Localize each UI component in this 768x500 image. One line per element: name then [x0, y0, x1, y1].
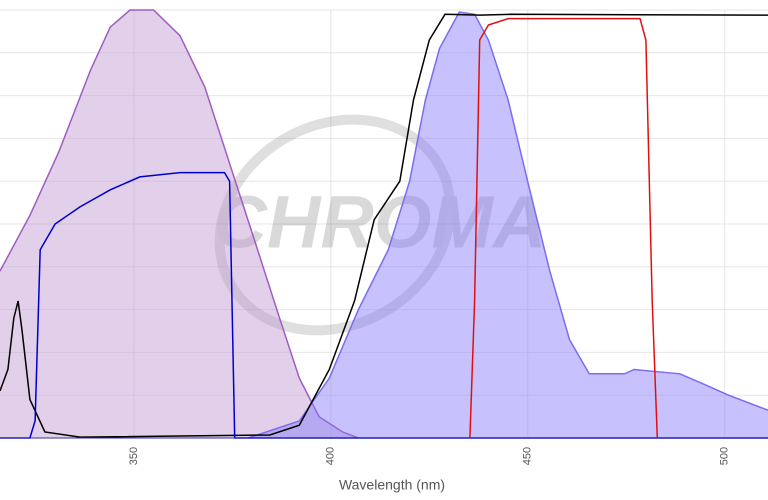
area — [248, 12, 768, 438]
x-tick-label: 350 — [128, 447, 140, 465]
line — [469, 17, 659, 439]
watermark-text: CHROMA — [214, 181, 547, 264]
x-tick-label: 400 — [325, 447, 337, 465]
area — [0, 10, 359, 438]
x-tick-label: 500 — [719, 447, 731, 465]
line — [247, 11, 768, 439]
line — [0, 13, 768, 438]
watermark-logo: CHROMA — [214, 114, 547, 336]
x-axis-title: Wavelength (nm) — [339, 477, 445, 493]
line — [0, 9, 359, 439]
line — [0, 171, 768, 439]
x-tick-label: 450 — [522, 447, 534, 465]
